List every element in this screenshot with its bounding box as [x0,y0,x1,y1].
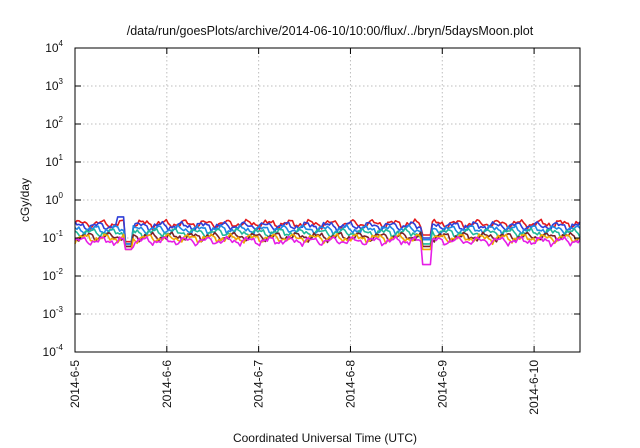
y-axis-label: cGy/day [18,178,32,222]
series-line [74,231,581,248]
y-tick-label: 101 [45,153,63,169]
series-line [74,216,581,245]
y-tick-label: 103 [45,77,63,93]
x-axis: 2014-6-5 2014-6-6 2014-6-7 2014-6-8 2014-6-9… [68,48,541,415]
series-line [74,227,581,248]
x-tick-label: 2014-6-6 [160,360,174,408]
x-tick-label: 2014-6-9 [435,360,449,408]
x-tick-label: 2014-6-8 [343,360,357,408]
x-tick-label: 2014-6-10 [527,360,541,415]
y-tick-label: 10-1 [43,229,64,245]
y-tick-label: 102 [45,115,63,131]
series-line [74,223,581,245]
x-tick-label: 2014-6-5 [68,360,82,408]
x-tick-label: 2014-6-7 [252,360,266,408]
series-line [74,218,581,243]
y-tick-label: 10-4 [43,343,64,359]
y-tick-label: 10-3 [43,305,64,321]
grid-lines [75,48,580,352]
x-axis-label: Coordinated Universal Time (UTC) [233,431,417,445]
y-tick-label: 100 [45,191,63,207]
y-axis: 10-4 10-3 10-2 10-1 100 101 102 103 104 [43,39,580,359]
chart-title: /data/run/goesPlots/archive/2014-06-10/1… [127,24,534,38]
y-tick-label: 104 [45,39,63,55]
series-group [74,216,581,266]
series-line [74,235,581,266]
y-tick-label: 10-2 [43,267,64,283]
